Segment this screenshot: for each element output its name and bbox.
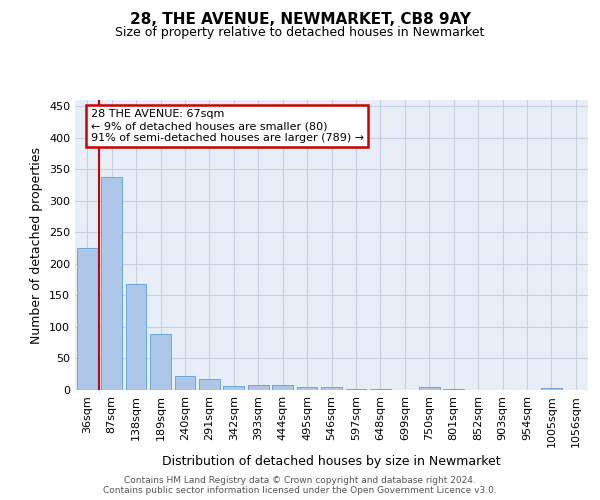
Bar [321, 387, 342, 390]
Text: Contains HM Land Registry data © Crown copyright and database right 2024.
Contai: Contains HM Land Registry data © Crown c… [103, 476, 497, 495]
Bar [296, 387, 317, 390]
Text: 28 THE AVENUE: 67sqm
← 9% of detached houses are smaller (80)
91% of semi-detach: 28 THE AVENUE: 67sqm ← 9% of detached ho… [91, 110, 364, 142]
Bar [150, 334, 171, 390]
Text: 28, THE AVENUE, NEWMARKET, CB8 9AY: 28, THE AVENUE, NEWMARKET, CB8 9AY [130, 12, 470, 28]
Bar [248, 385, 269, 390]
Text: Size of property relative to detached houses in Newmarket: Size of property relative to detached ho… [115, 26, 485, 39]
Bar [175, 376, 196, 390]
Bar [541, 388, 562, 390]
Bar [77, 248, 98, 390]
Bar [125, 284, 146, 390]
Bar [199, 380, 220, 390]
Bar [272, 385, 293, 390]
X-axis label: Distribution of detached houses by size in Newmarket: Distribution of detached houses by size … [162, 455, 501, 468]
Bar [223, 386, 244, 390]
Bar [419, 388, 440, 390]
Y-axis label: Number of detached properties: Number of detached properties [31, 146, 43, 344]
Bar [101, 177, 122, 390]
